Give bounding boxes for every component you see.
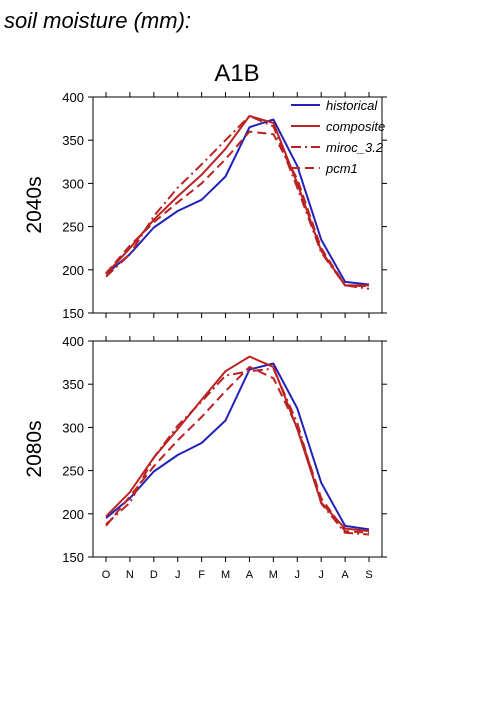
legend-label: pcm1 [325,161,358,176]
y-tick-label: 200 [62,507,84,522]
y-tick-label: 250 [62,464,84,479]
series-line-historical [105,118,370,286]
x-tick-label: A [341,569,349,581]
series-line-pcm1 [105,365,370,534]
series-line-composite [105,355,370,533]
plot-frame [92,340,383,558]
y-tick-label: 200 [62,263,84,278]
legend-label: historical [326,98,378,113]
y-tick-label: 350 [62,377,84,392]
x-tick-label: M [221,569,230,581]
x-tick-label: M [269,569,278,581]
page-title: soil moisture (mm): [4,8,191,33]
x-tick-label: J [318,569,324,581]
y-tick-label: 250 [62,220,84,235]
series-line-miroc-3-2 [105,115,370,290]
plot-frame [92,96,383,314]
y-tick-label: 350 [62,133,84,148]
legend-label: miroc_3.2 [326,140,384,155]
x-tick-label: J [295,569,301,581]
chart-panel-2080s: 150 200 250 300 350 400 O N D J F M A M J J A S 2080s [23,334,387,581]
y-tick-label: 400 [62,90,84,105]
x-tick-label: F [198,569,205,581]
x-tick-label: N [126,569,134,581]
y-tick-label: 300 [62,420,84,435]
x-tick-label: D [150,569,158,581]
row-label: 2080s [23,420,46,477]
row-label: 2040s [23,176,46,233]
series-line-pcm1 [105,130,370,288]
x-tick-label: S [365,569,372,581]
x-tick-label: O [102,569,111,581]
y-tick-label: 300 [62,176,84,191]
y-tick-label: 150 [62,550,84,565]
chart-title: A1B [214,60,259,87]
series-line-miroc-3-2 [105,367,370,536]
y-tick-label: 400 [62,334,84,349]
chart-panel-2040s: 150 200 250 300 350 400 2040s historical composi… [23,90,387,321]
y-tick-label: 150 [62,306,84,321]
series-line-historical [105,362,370,531]
legend-label: composite [326,119,385,134]
x-tick-label: A [246,569,254,581]
x-tick-label: J [175,569,181,581]
